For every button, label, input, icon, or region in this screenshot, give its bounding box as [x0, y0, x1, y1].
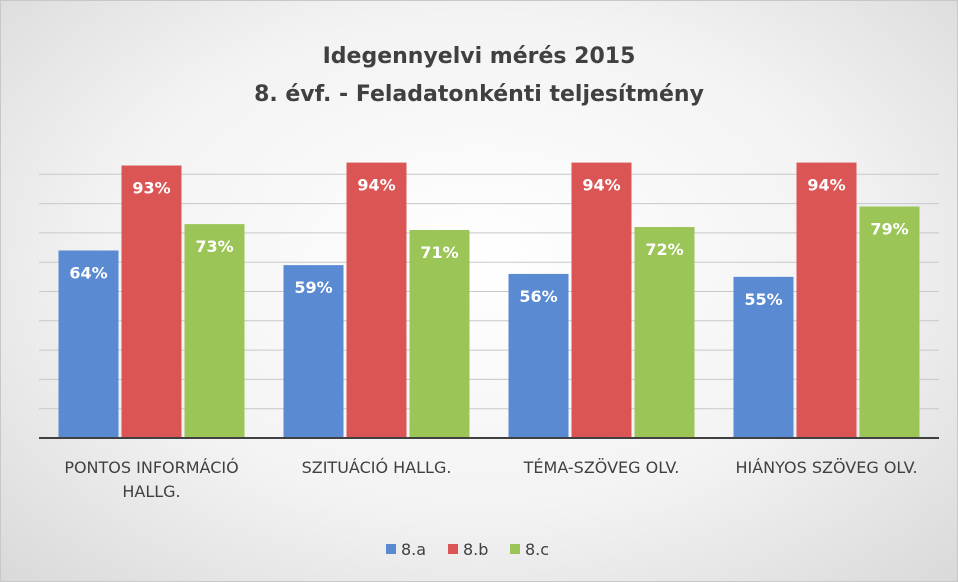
- value-label: 56%: [519, 287, 557, 306]
- legend-label: 8.b: [463, 540, 488, 559]
- bar: [58, 250, 119, 438]
- legend-swatch: [386, 544, 396, 554]
- chart-subtitle: 8. évf. - Feladatonkénti teljesítmény: [254, 82, 704, 107]
- value-label: 94%: [357, 176, 395, 195]
- value-label: 59%: [294, 278, 332, 297]
- legend-label: 8.a: [401, 540, 426, 559]
- bar: [634, 227, 695, 438]
- x-tick-label: TÉMA-SZÖVEG OLV.: [523, 458, 680, 477]
- bar: [733, 276, 794, 438]
- x-tick-label: PONTOS INFORMÁCIÓ HALLG.: [64, 458, 239, 501]
- chart-title: Idegennyelvi mérés 2015: [323, 44, 636, 69]
- legend-swatch: [448, 544, 458, 554]
- value-label: 64%: [69, 263, 107, 282]
- value-label: 71%: [420, 243, 458, 262]
- bar: [508, 273, 569, 438]
- value-label: 93%: [132, 179, 170, 198]
- bar: [283, 265, 344, 438]
- bar: [409, 229, 470, 438]
- bar: [121, 165, 182, 438]
- x-tick-label: SZITUÁCIÓ HALLG.: [301, 458, 452, 477]
- bar: [571, 162, 632, 438]
- value-label: 73%: [195, 237, 233, 256]
- x-tick-label: HIÁNYOS SZÖVEG OLV.: [735, 458, 918, 477]
- value-label: 94%: [582, 176, 620, 195]
- bar: [796, 162, 857, 438]
- bar: [346, 162, 407, 438]
- value-label: 55%: [744, 290, 782, 309]
- bar: [184, 224, 245, 438]
- bar: [859, 206, 920, 438]
- value-label: 79%: [870, 220, 908, 239]
- value-label: 94%: [807, 176, 845, 195]
- value-label: 72%: [645, 240, 683, 259]
- legend-swatch: [510, 544, 520, 554]
- legend-label: 8.c: [525, 540, 549, 559]
